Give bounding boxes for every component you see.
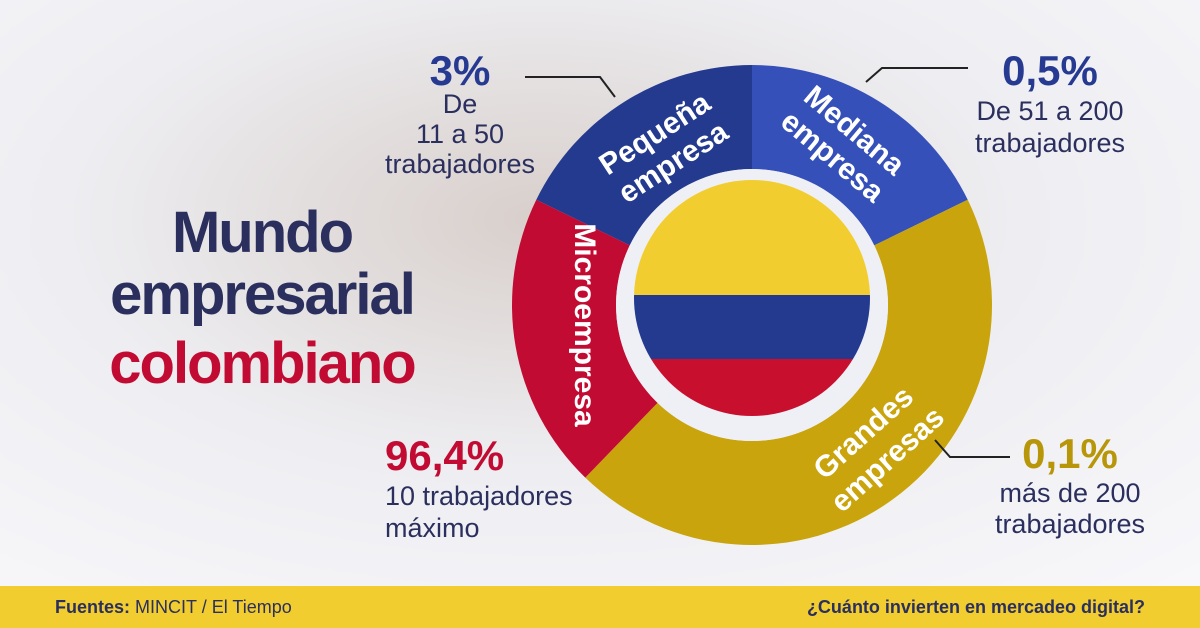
description: trabajadores [975,128,1125,158]
percent: 0,1% [1022,430,1118,477]
footer-question[interactable]: ¿Cuánto invierten en mercadeo digital? [807,597,1145,617]
source-label: Fuentes: [55,597,130,617]
title-line: colombiano [109,331,415,396]
ring-segment [536,65,752,246]
segment-name: Microempresa [568,223,601,427]
description: más de 200 [999,478,1140,508]
leader-lines [525,67,1010,458]
title: Mundo empresarial colombiano [109,200,417,396]
source: MINCIT / El Tiempo [135,597,292,617]
ring-segment [752,65,968,246]
percent: 0,5% [1002,47,1098,94]
ring-segment [585,199,992,545]
percent: 3% [430,47,491,94]
description: De 51 a 200 [976,96,1123,126]
footer-source: Fuentes: MINCIT / El Tiempo [55,597,292,617]
description: De [443,89,478,119]
footer-bar [0,586,1200,628]
title-line: empresarial [110,262,414,327]
description: 10 trabajadores [385,481,573,511]
description: máximo [385,513,480,543]
ring [512,65,992,545]
description: trabajadores [995,509,1145,539]
description: trabajadores [385,149,535,179]
percent: 96,4% [385,432,504,479]
title-line: Mundo [172,200,353,265]
description: 11 a 50 [416,119,504,149]
ring-segment [512,199,658,478]
